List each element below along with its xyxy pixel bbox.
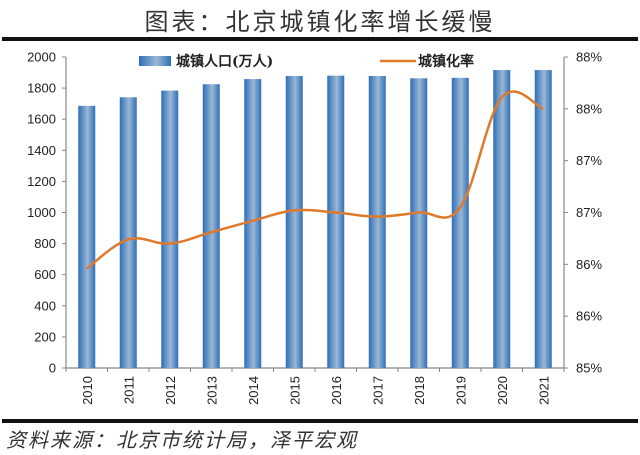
left-axis-tick-label: 2000 [27,50,56,65]
x-axis-tick-label: 2019 [453,376,468,405]
left-axis-tick-label: 1400 [27,143,56,158]
left-axis-tick-label: 1200 [27,174,56,189]
bar-2016 [327,75,345,368]
x-axis-tick-label: 2010 [80,376,95,405]
x-axis-tick-label: 2014 [246,376,261,405]
right-axis-tick-label: 87% [576,205,602,220]
chart-legend: 城镇人口(万人) 城镇化率 [139,53,474,70]
x-axis-tick-label: 2012 [163,376,178,405]
x-axis-tick-label: 2015 [287,376,302,405]
x-axis-tick-label: 2016 [329,376,344,405]
right-axis-tick-label: 85% [576,361,602,376]
right-axis-tick-label: 86% [576,257,602,272]
x-axis-tick-label: 2011 [121,376,136,404]
bar-2021 [534,70,552,368]
left-axis-tick-label: 1600 [27,112,56,127]
legend-line-label: 城镇化率 [418,53,474,70]
x-axis-tick-label: 2017 [370,376,385,405]
left-axis-tick-label: 200 [34,329,56,344]
legend-bar-swatch [139,56,171,66]
x-axis-tick-label: 2020 [495,376,510,405]
bar-2020 [493,70,511,368]
bottom-divider [2,419,638,423]
x-axis-tick-label: 2013 [204,376,219,405]
right-axis-tick-label: 88% [576,50,602,65]
right-axis-tick-label: 88% [576,101,602,116]
x-axis-tick-label: 2018 [412,376,427,405]
legend-bar-label: 城镇人口(万人) [176,53,273,70]
bar-2015 [285,75,303,368]
source-note: 资料来源：北京市统计局，泽平宏观 [6,428,358,452]
left-axis-tick-label: 800 [34,236,56,251]
urbanization-rate-line [86,90,544,270]
top-divider [2,37,638,41]
bar-2011 [119,97,137,368]
bar-2017 [368,75,386,368]
chart-title: 图表：北京城镇化率增长缓慢 [144,8,496,36]
right-axis-tick-label: 86% [576,309,602,324]
bar-2019 [451,77,469,368]
left-axis-tick-label: 1000 [27,205,56,220]
bar-2013 [202,84,220,369]
left-axis-tick-label: 0 [49,361,56,376]
right-axis-tick-label: 87% [576,153,602,168]
left-axis-tick-label: 600 [34,267,56,282]
left-axis-tick-label: 400 [34,298,56,313]
bar-2014 [244,79,262,369]
bar-2010 [78,105,96,369]
bar-2018 [410,78,428,368]
bar-2012 [161,90,179,368]
x-axis-tick-label: 2021 [536,376,551,405]
left-axis-tick-label: 1800 [27,81,56,96]
